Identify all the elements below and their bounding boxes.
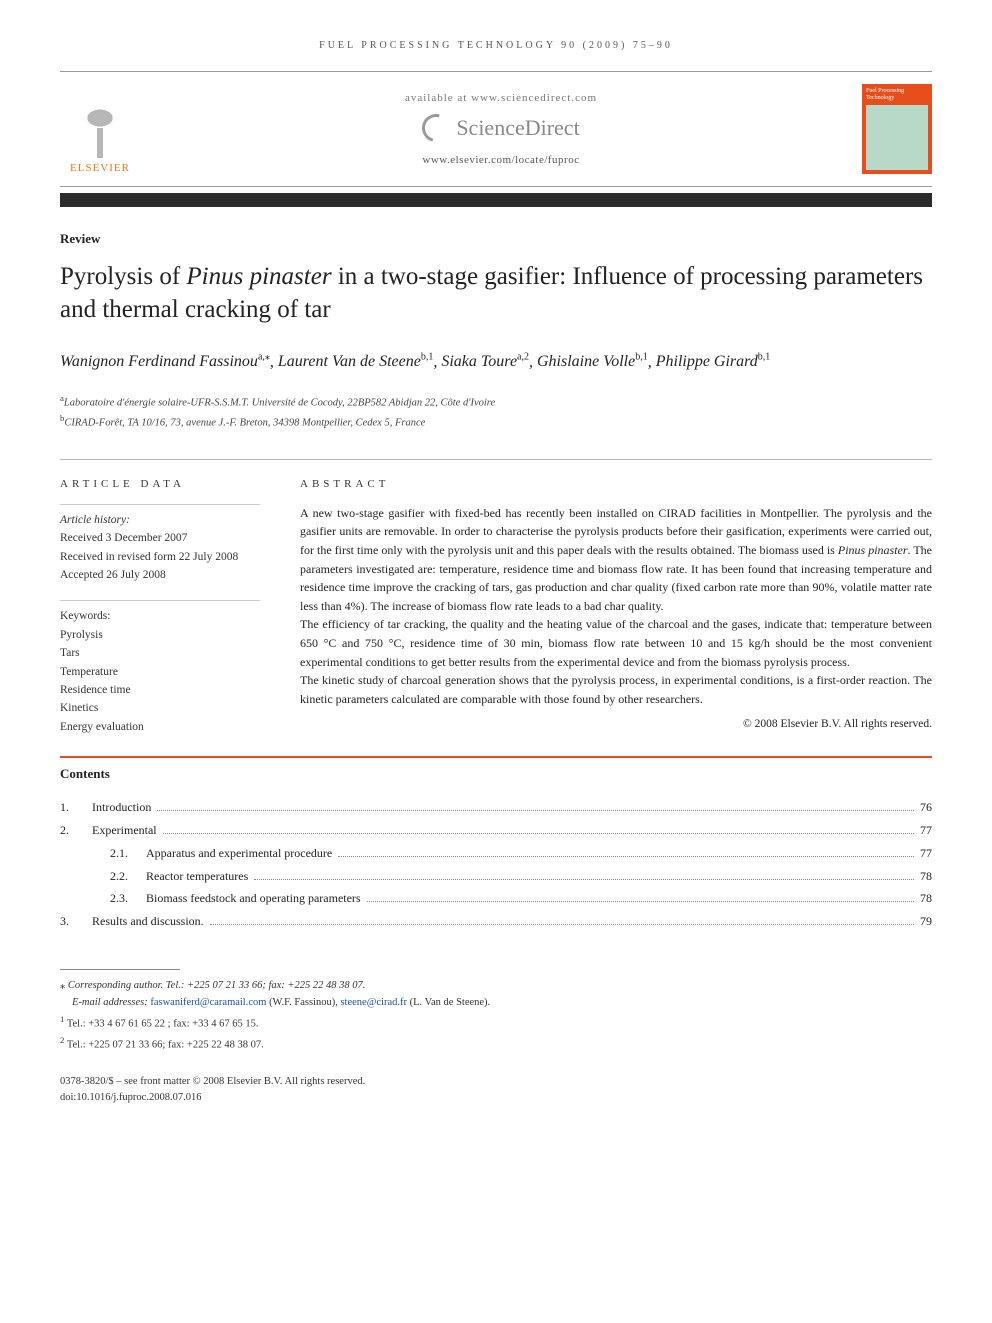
metadata-row: ARTICLE DATA Article history: Received 3… [60,459,932,736]
article-type: Review [60,231,932,247]
toc-leader-dots [157,810,914,811]
toc-entry: 2.1. Apparatus and experimental procedur… [60,842,932,865]
title-pre: Pyrolysis of [60,263,186,290]
journal-cover-image [866,105,928,170]
journal-url: www.elsevier.com/locate/fuproc [140,154,862,166]
sciencedirect-logo: ScienceDirect [422,114,579,142]
toc-label: Reactor temperatures [146,865,248,888]
toc-label: Apparatus and experimental procedure [146,842,332,865]
toc-entry: 2.2. Reactor temperatures 78 [60,865,932,888]
affiliations: aLaboratoire d'énergie solaire-UFR-S.S.M… [60,392,932,431]
toc-leader-dots [367,901,914,902]
toc-entry: 3. Results and discussion. 79 [60,910,932,933]
abstract-column: ABSTRACT A new two-stage gasifier with f… [300,478,932,736]
toc-label: Results and discussion. [92,910,204,933]
toc-number: 3. [60,910,92,933]
toc-entry: 2.3. Biomass feedstock and operating par… [60,887,932,910]
publisher-name: ELSEVIER [70,162,130,174]
running-head: FUEL PROCESSING TECHNOLOGY 90 (2009) 75–… [60,40,932,51]
article-title: Pyrolysis of Pinus pinaster in a two-sta… [60,261,932,326]
journal-cover-thumb: Fuel Processing Technology [862,84,932,174]
copyright-line: © 2008 Elsevier B.V. All rights reserved… [300,716,932,734]
history-line: Received in revised form 22 July 2008 [60,548,260,566]
elsevier-logo: ELSEVIER [60,84,140,174]
abstract-p3: The kinetic study of charcoal generation… [300,671,932,708]
sciencedirect-swoosh-icon [417,109,455,147]
keyword: Energy evaluation [60,718,260,736]
toc-leader-dots [254,879,914,880]
journal-cover-title: Fuel Processing Technology [866,88,928,101]
footnote-1: 1 Tel.: +33 4 67 61 65 22 ; fax: +33 4 6… [60,1012,932,1033]
footnotes: ⁎ Corresponding author. Tel.: +225 07 21… [60,978,932,1054]
dark-separator-bar [60,193,932,207]
keywords-title: Keywords: [60,607,260,625]
author: Laurent Van de Steeneb,1 [278,353,433,370]
toc-page: 77 [920,842,932,865]
author: Siaka Tourea,2 [441,353,529,370]
article-data-column: ARTICLE DATA Article history: Received 3… [60,478,260,736]
email-link-1[interactable]: faswaniferd@caramail.com [150,997,266,1008]
author-list: Wanignon Ferdinand Fassinoua,⁎, Laurent … [60,350,932,374]
toc-label: Biomass feedstock and operating paramete… [146,887,361,910]
affiliation: aLaboratoire d'énergie solaire-UFR-S.S.M… [60,392,932,411]
title-species: Pinus pinaster [186,263,331,290]
keyword: Temperature [60,663,260,681]
toc-leader-dots [210,924,914,925]
footnote-2: 2 Tel.: +225 07 21 33 66; fax: +225 22 4… [60,1033,932,1054]
available-at-text: available at www.sciencedirect.com [140,92,862,104]
corresponding-author-note: ⁎ Corresponding author. Tel.: +225 07 21… [60,978,932,995]
author: Philippe Girardb,1 [656,353,771,370]
email-link-2[interactable]: steene@cirad.fr [340,997,407,1008]
footnote-rule [60,969,180,970]
keyword: Pyrolysis [60,626,260,644]
article-data-heading: ARTICLE DATA [60,478,260,490]
toc-label: Introduction [92,796,151,819]
toc-label: Experimental [92,819,157,842]
keyword: Residence time [60,681,260,699]
article-history: Article history: Received 3 December 200… [60,504,260,585]
toc-number: 2. [60,819,92,842]
keyword: Tars [60,644,260,662]
header-center: available at www.sciencedirect.com Scien… [140,92,862,166]
journal-header: ELSEVIER available at www.sciencedirect.… [60,71,932,187]
toc-page: 78 [920,865,932,888]
keywords-block: Keywords: PyrolysisTarsTemperatureReside… [60,600,260,736]
contents-heading: Contents [60,756,932,782]
toc-leader-dots [163,833,914,834]
author: Wanignon Ferdinand Fassinoua,⁎ [60,353,270,370]
toc-number: 1. [60,796,92,819]
elsevier-tree-icon [65,98,135,158]
toc-number: 2.2. [110,865,146,888]
email-line: E-mail addresses: faswaniferd@caramail.c… [60,995,932,1012]
toc-page: 77 [920,819,932,842]
abstract-p1: A new two-stage gasifier with fixed-bed … [300,504,932,616]
toc-leader-dots [338,856,914,857]
toc-number: 2.3. [110,887,146,910]
footer: 0378-3820/$ – see front matter © 2008 El… [60,1074,932,1106]
toc-page: 76 [920,796,932,819]
author: Ghislaine Volleb,1 [537,353,648,370]
toc-page: 79 [920,910,932,933]
toc-entry: 2. Experimental 77 [60,819,932,842]
footer-issn-line: 0378-3820/$ – see front matter © 2008 El… [60,1074,932,1090]
history-title: Article history: [60,511,260,529]
abstract-heading: ABSTRACT [300,478,932,490]
abstract-text: A new two-stage gasifier with fixed-bed … [300,504,932,734]
sciencedirect-text: ScienceDirect [456,115,579,141]
table-of-contents: 1. Introduction 76 2. Experimental 77 2.… [60,796,932,933]
toc-entry: 1. Introduction 76 [60,796,932,819]
affiliation: bCIRAD-Forêt, TA 10/16, 73, avenue J.-F.… [60,412,932,431]
keyword: Kinetics [60,699,260,717]
history-line: Received 3 December 2007 [60,529,260,547]
toc-number: 2.1. [110,842,146,865]
abstract-p2: The efficiency of tar cracking, the qual… [300,615,932,671]
toc-page: 78 [920,887,932,910]
footer-doi-line: doi:10.1016/j.fuproc.2008.07.016 [60,1090,932,1106]
page-container: FUEL PROCESSING TECHNOLOGY 90 (2009) 75–… [0,0,992,1146]
history-line: Accepted 26 July 2008 [60,566,260,584]
